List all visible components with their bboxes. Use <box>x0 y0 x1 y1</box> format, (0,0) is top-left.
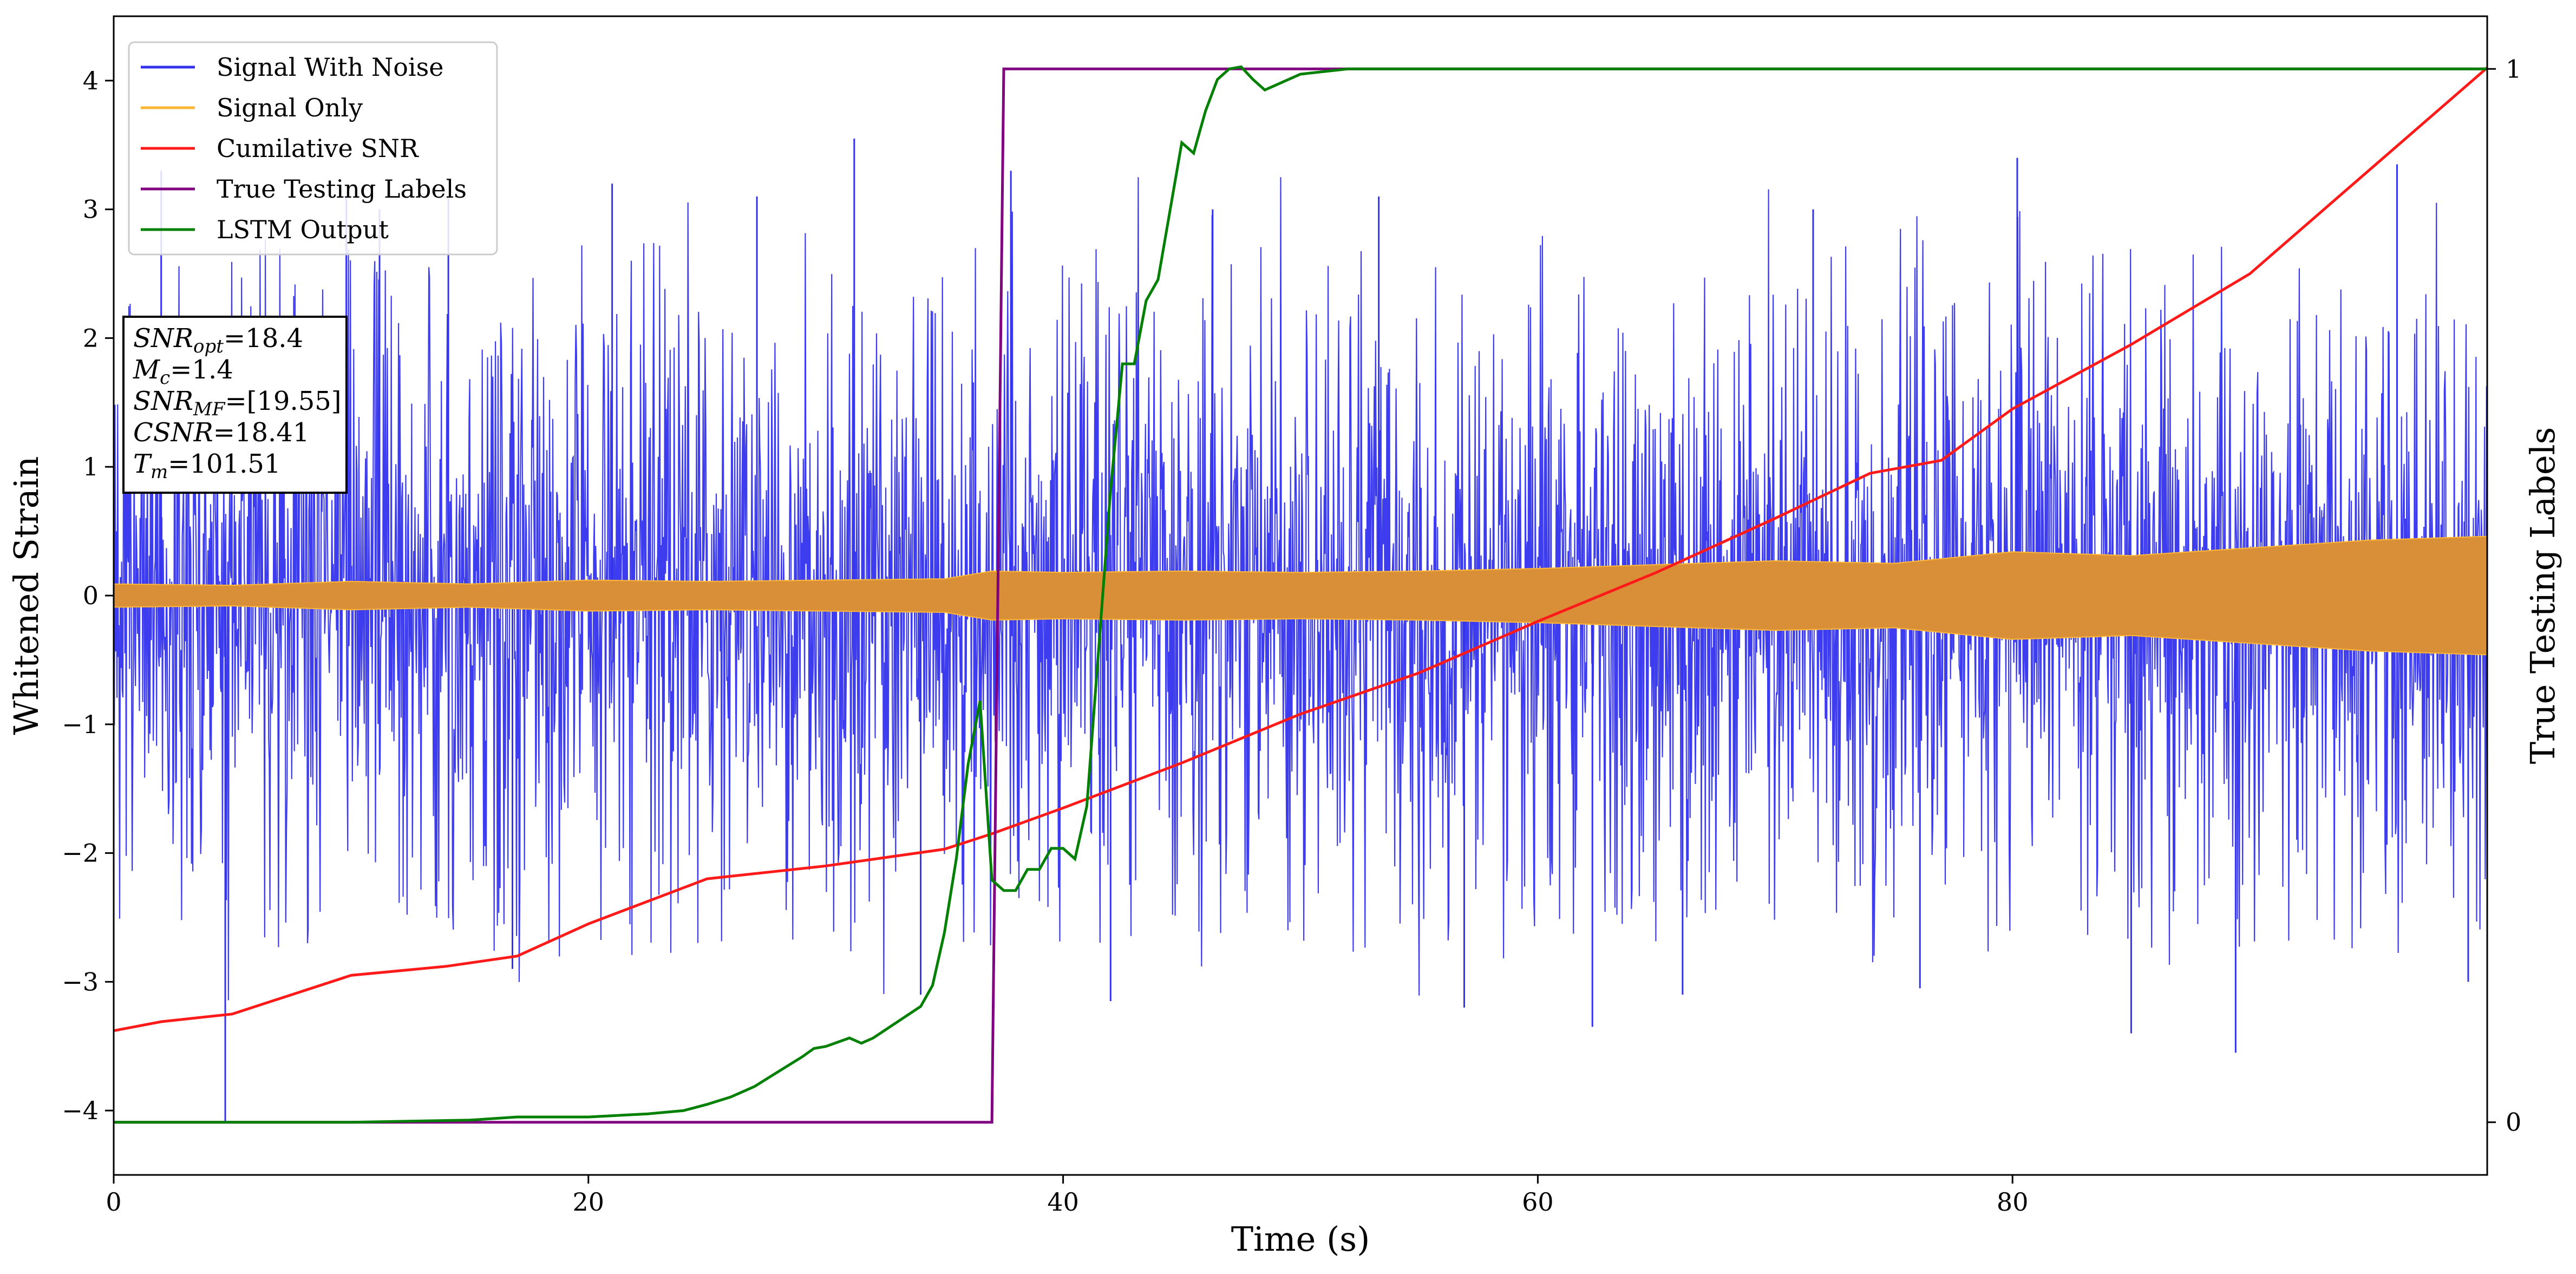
plot-area <box>114 65 2487 1124</box>
legend: Signal With Noise Signal Only Cumilative S… <box>128 41 498 256</box>
y-axis-right-title: True Testing Labels <box>2523 427 2562 765</box>
x-tick-label-20: 20 <box>573 1187 605 1217</box>
y-axis-left-title: Whitened Strain <box>6 456 46 735</box>
legend-label-1: Signal Only <box>217 93 363 122</box>
y-left-tick-label-3: −1 <box>62 710 99 739</box>
y-left-tick-label-4: 0 <box>83 581 99 610</box>
legend-label-3: True Testing Labels <box>217 174 467 204</box>
y-right-tick-label-1: 1 <box>2506 54 2521 83</box>
signal-with-noise-spikes <box>160 138 2469 1123</box>
y-left-tick-label-6: 2 <box>83 323 99 352</box>
series-signal-only <box>114 535 2487 656</box>
legend-label-2: Cumilative SNR <box>217 134 419 163</box>
x-tick-label-60: 60 <box>1522 1187 1554 1217</box>
legend-frame <box>128 41 498 256</box>
y-left-tick-label-5: 1 <box>83 452 99 481</box>
y-left-tick-label-0: −4 <box>62 1096 99 1125</box>
annotation-line-0: SNRopt=18.4 <box>133 323 303 357</box>
annotation-line-1: Mc=1.4 <box>133 355 233 389</box>
y-left-tick-label-1: −3 <box>62 967 99 996</box>
x-tick-label-0: 0 <box>106 1187 121 1217</box>
annotation-frame <box>122 316 348 494</box>
legend-label-0: Signal With Noise <box>217 53 443 82</box>
series-lstm-output <box>114 65 2487 1124</box>
series-signal-with-noise <box>114 177 2487 1001</box>
y-right-tick-label-0: 0 <box>2506 1108 2521 1137</box>
annotation-box: SNRopt=18.4Mc=1.4SNRMF=[19.55]CSNR=18.41… <box>122 316 348 494</box>
x-tick-label-80: 80 <box>1997 1187 2029 1217</box>
series-cumulative-snr <box>114 67 2487 1033</box>
annotation-line-3: CSNR=18.41 <box>133 417 309 448</box>
annotation-line-4: Tm=101.51 <box>133 449 280 483</box>
x-tick-label-40: 40 <box>1047 1187 1079 1217</box>
legend-label-4: LSTM Output <box>217 215 389 244</box>
y-left-tick-label-2: −2 <box>62 839 99 868</box>
annotation-line-2: SNRMF=[19.55] <box>133 386 342 420</box>
y-left-tick-label-8: 4 <box>83 66 99 95</box>
x-axis-title: Time (s) <box>1231 1219 1370 1259</box>
y-left-tick-label-7: 3 <box>83 195 99 224</box>
